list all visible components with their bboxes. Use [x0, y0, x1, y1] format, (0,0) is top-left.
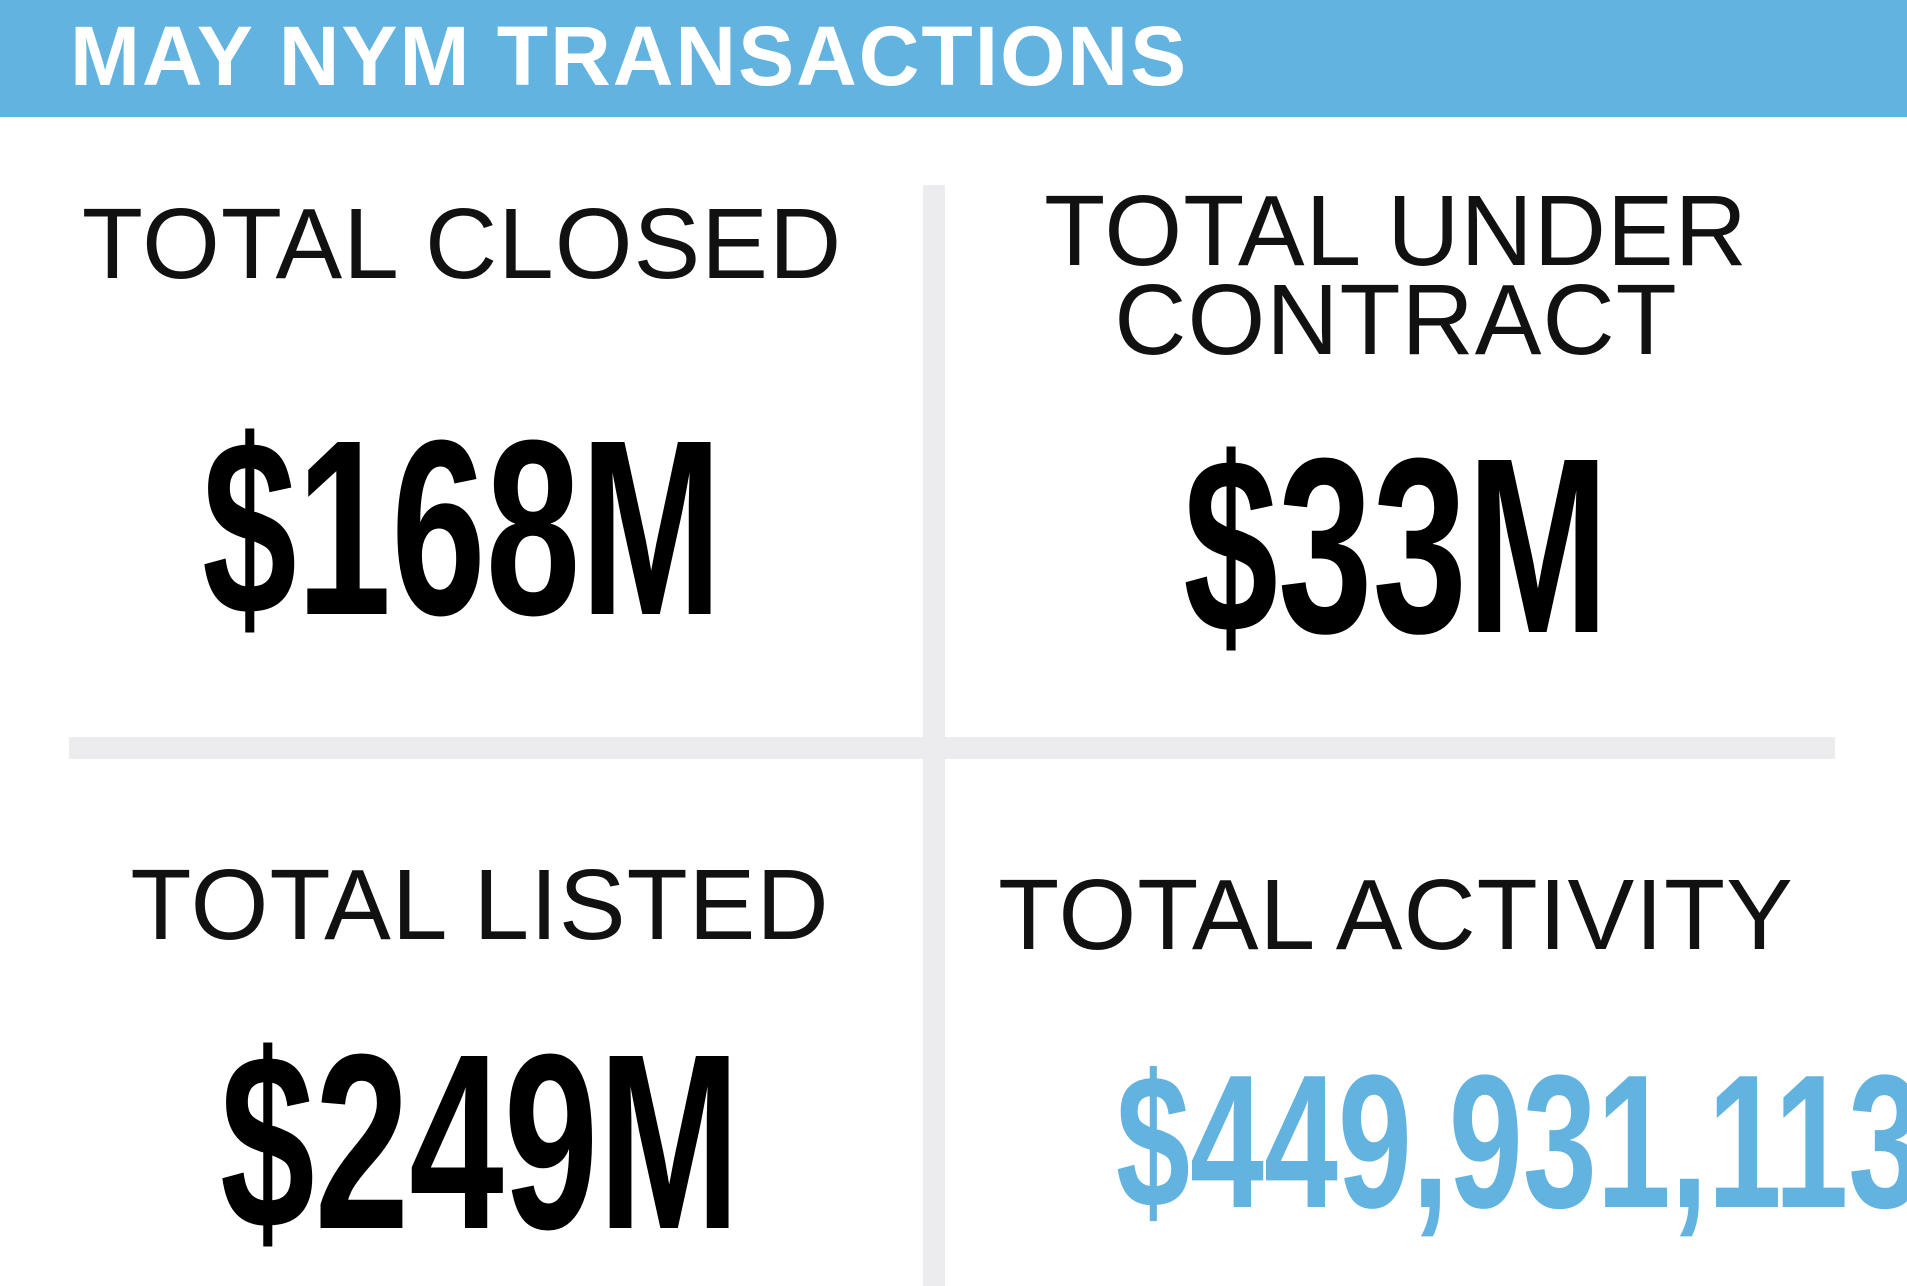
vertical-divider: [923, 185, 945, 1286]
stat-value: $33M: [1183, 406, 1609, 685]
stat-label: TOTAL LISTED: [130, 849, 830, 961]
stat-value: $168M: [202, 388, 722, 667]
stat-cell: TOTAL UNDER CONTRACT $33M: [996, 175, 1796, 671]
title: MAY NYM TRANSACTIONS: [70, 9, 1189, 103]
header-bar: MAY NYM TRANSACTIONS: [0, 0, 1907, 117]
stat-cell: TOTAL CLOSED $168M: [62, 188, 862, 653]
stat-label: TOTAL CLOSED: [81, 188, 843, 300]
stat-value: $449,931,113: [1116, 1036, 1907, 1248]
stat-cell: TOTAL ACTIVITY $449,931,113: [996, 859, 1907, 1237]
stat-label: TOTAL ACTIVITY: [998, 859, 1794, 971]
stat-label: TOTAL UNDER CONTRACT: [1044, 175, 1748, 376]
stat-value: $249M: [220, 1002, 740, 1281]
horizontal-divider: [69, 737, 1835, 759]
stat-cell: TOTAL LISTED $249M: [80, 849, 880, 1267]
